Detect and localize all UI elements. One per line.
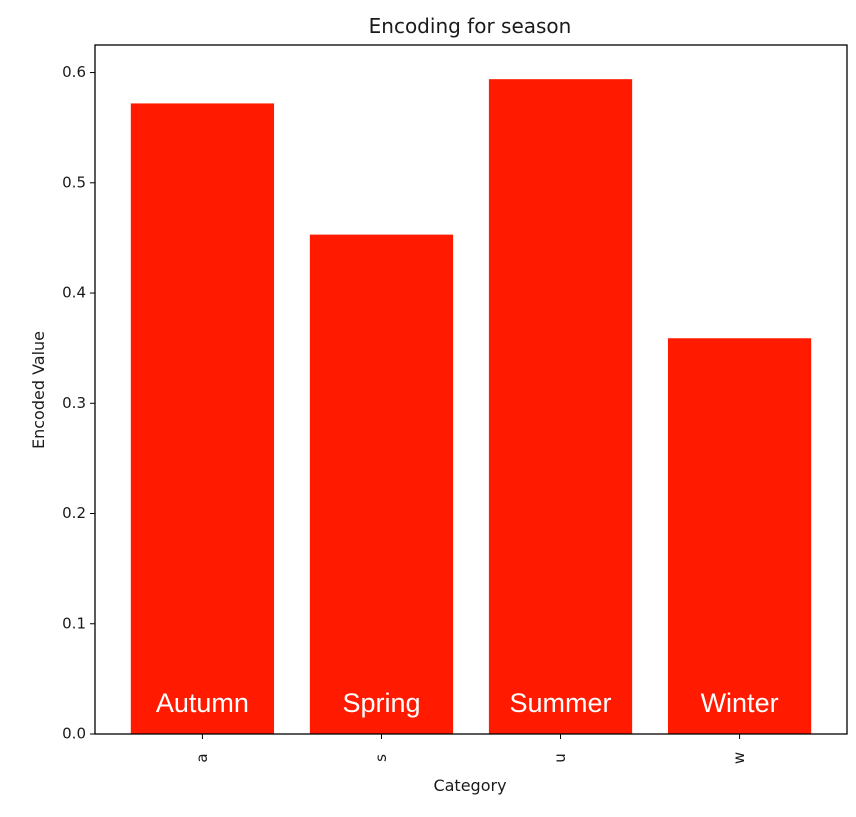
y-tick-label: 0.5 (62, 173, 86, 191)
bar-label-a: Autumn (156, 688, 249, 718)
plot-frame (94, 44, 848, 735)
y-tick-label: 0.2 (62, 504, 86, 522)
bar-s (309, 234, 454, 734)
y-tick-label: 0.4 (62, 284, 86, 302)
bar-labels-layer: Autumn Spring Summer Winter (156, 688, 779, 718)
y-tick-label: 0.1 (62, 614, 86, 632)
x-tick-label: a (193, 753, 211, 762)
bar-label-s: Spring (342, 688, 420, 718)
bar-a (130, 103, 275, 735)
bar-u (488, 79, 633, 735)
x-tick-label: w (730, 752, 748, 764)
bars-layer (130, 79, 812, 735)
y-tick-label: 0.3 (62, 394, 86, 412)
y-tick-label: 0.6 (62, 63, 86, 81)
y-axis-label: Encoded Value (29, 331, 48, 449)
y-tick-label: 0.0 (62, 725, 86, 743)
bar-label-w: Winter (701, 688, 779, 718)
chart-title: Encoding for season (369, 14, 572, 38)
x-tick-label: u (551, 753, 569, 763)
x-tick-label: s (372, 754, 390, 762)
bar-label-u: Summer (510, 688, 612, 718)
x-axis-label: Category (433, 776, 506, 795)
y-axis-ticks: 0.0 0.1 0.2 0.3 0.4 0.5 0.6 (62, 63, 95, 743)
bar-w (667, 338, 812, 734)
